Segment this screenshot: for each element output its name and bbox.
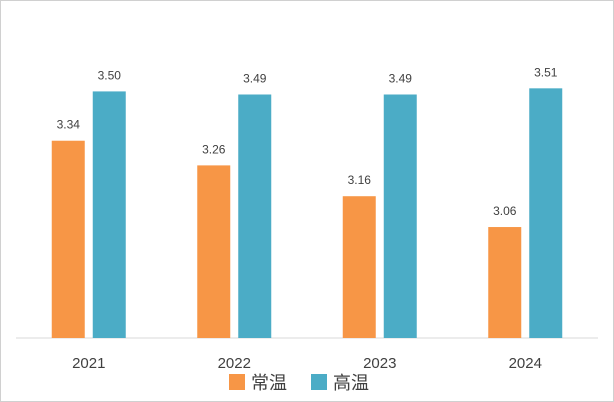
data-label-2024-series-1: 3.51 [534,65,558,79]
bar-2022-series-0 [197,165,231,338]
x-tick-label-2022: 2022 [218,355,251,372]
bar-2023-series-0 [342,196,376,338]
data-label-2021-series-1: 3.50 [98,68,122,82]
bar-2021-series-1 [92,91,126,338]
data-label-2024-series-0: 3.06 [493,204,517,218]
data-label-2022-series-0: 3.26 [202,142,226,156]
bar-2024-series-0 [488,227,522,338]
x-tick-label-2021: 2021 [72,355,105,372]
data-label-2023-series-0: 3.16 [348,173,372,187]
data-labels-group: 3.34 3.50 3.26 3.49 3.16 3.49 3.06 3.51 [57,65,558,218]
legend-swatch-series-1 [311,374,327,390]
bars-group [51,88,563,339]
bar-2022-series-1 [238,94,272,339]
legend: 常温 高温 [229,373,369,394]
data-label-2021-series-0: 3.34 [57,118,81,132]
x-tick-label-2024: 2024 [509,355,542,372]
data-label-2022-series-1: 3.49 [243,71,267,85]
x-tick-label-2023: 2023 [363,355,396,372]
bar-2024-series-1 [529,88,563,339]
legend-label-series-1: 高温 [333,373,369,394]
legend-label-series-0: 常温 [251,373,287,394]
legend-swatch-series-0 [229,374,245,390]
bar-2021-series-0 [51,140,85,338]
category-labels-group: 2021 2022 2023 2024 [72,355,542,372]
data-label-2023-series-1: 3.49 [389,71,413,85]
bar-2023-series-1 [383,94,417,339]
